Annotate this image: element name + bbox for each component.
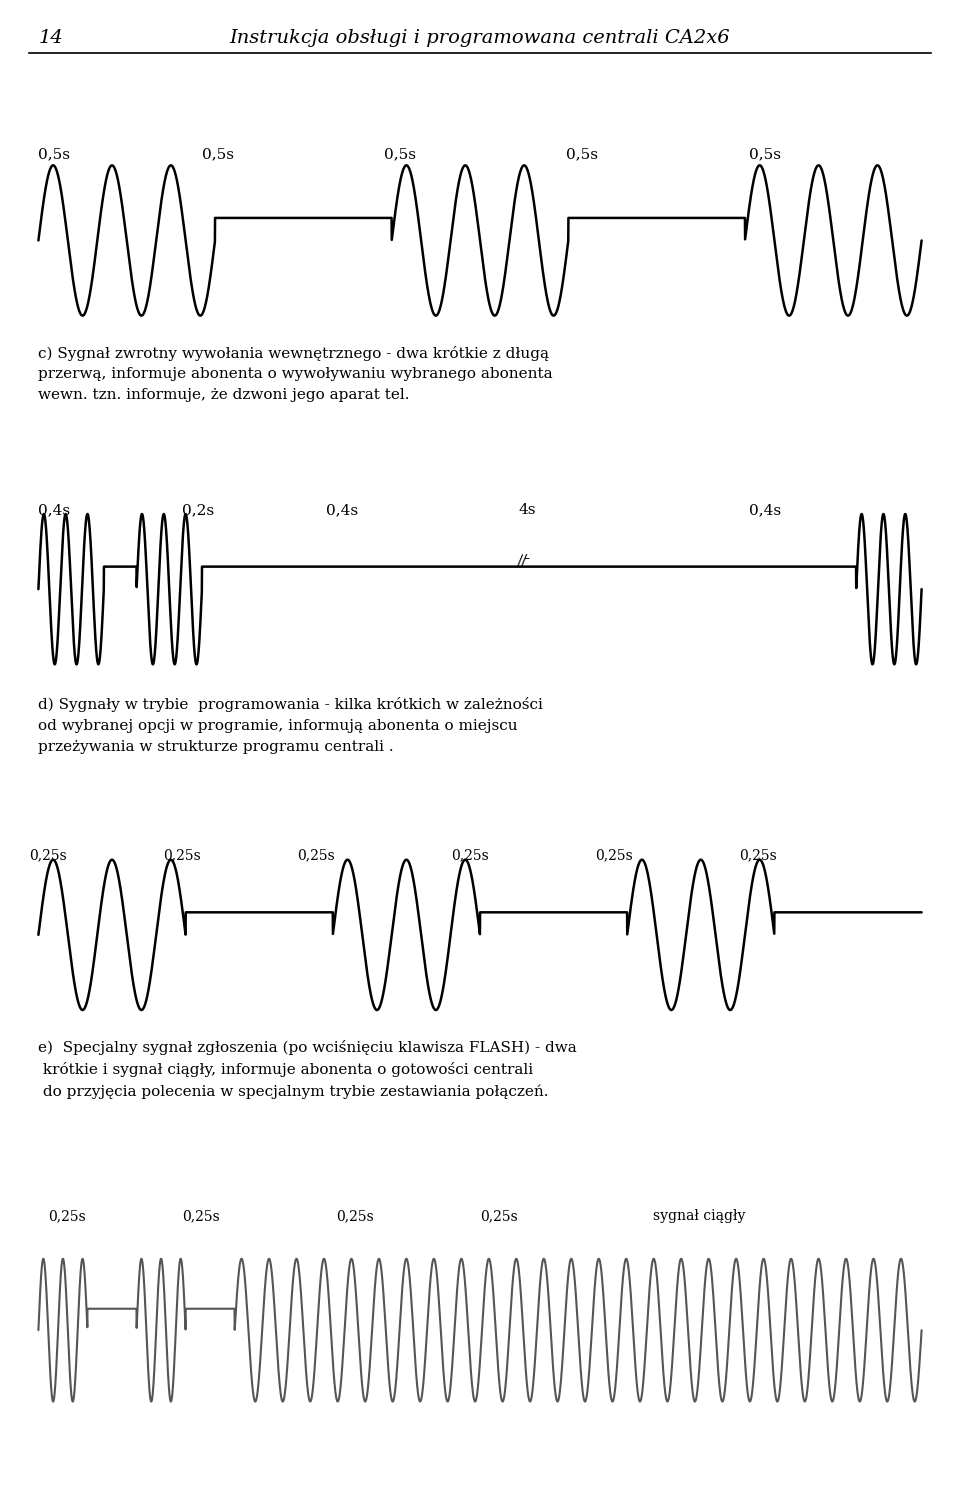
Text: //: // <box>516 553 527 568</box>
Text: Instrukcja obsługi i programowana centrali CA2x6: Instrukcja obsługi i programowana centra… <box>229 29 731 47</box>
Text: 0,25s: 0,25s <box>451 849 489 863</box>
Text: 0,5s: 0,5s <box>749 147 780 161</box>
Text: 14: 14 <box>38 29 63 47</box>
Text: 0,4s: 0,4s <box>38 504 70 517</box>
Text: 0,25s: 0,25s <box>182 1210 220 1223</box>
Text: 0,4s: 0,4s <box>749 504 780 517</box>
Text: 0,25s: 0,25s <box>336 1210 373 1223</box>
Text: sygnał ciągły: sygnał ciągły <box>653 1210 745 1223</box>
Text: e)  Specjalny sygnał zgłoszenia (po wciśnięciu klawisza FLASH) - dwa
 krótkie i : e) Specjalny sygnał zgłoszenia (po wciśn… <box>38 1040 577 1099</box>
Text: 0,2s: 0,2s <box>182 504 214 517</box>
Text: 0,25s: 0,25s <box>739 849 777 863</box>
Text: 0,5s: 0,5s <box>38 147 70 161</box>
Text: 0,25s: 0,25s <box>480 1210 517 1223</box>
Text: 4s: 4s <box>518 504 536 517</box>
Text: 0,25s: 0,25s <box>29 849 66 863</box>
Text: 0,25s: 0,25s <box>48 1210 85 1223</box>
Text: 0,5s: 0,5s <box>384 147 416 161</box>
Text: 0,25s: 0,25s <box>163 849 201 863</box>
Text: 0,25s: 0,25s <box>298 849 335 863</box>
Text: d) Sygnały w trybie  programowania - kilka krótkich w zależności
od wybranej opc: d) Sygnały w trybie programowania - kilk… <box>38 697 543 753</box>
Text: 0,5s: 0,5s <box>566 147 598 161</box>
Text: c) Sygnał zwrotny wywołania wewnętrznego - dwa krótkie z długą
przerwą, informuj: c) Sygnał zwrotny wywołania wewnętrznego… <box>38 346 553 401</box>
Text: 0,4s: 0,4s <box>326 504 358 517</box>
Text: 0,25s: 0,25s <box>595 849 633 863</box>
Text: 0,5s: 0,5s <box>202 147 233 161</box>
